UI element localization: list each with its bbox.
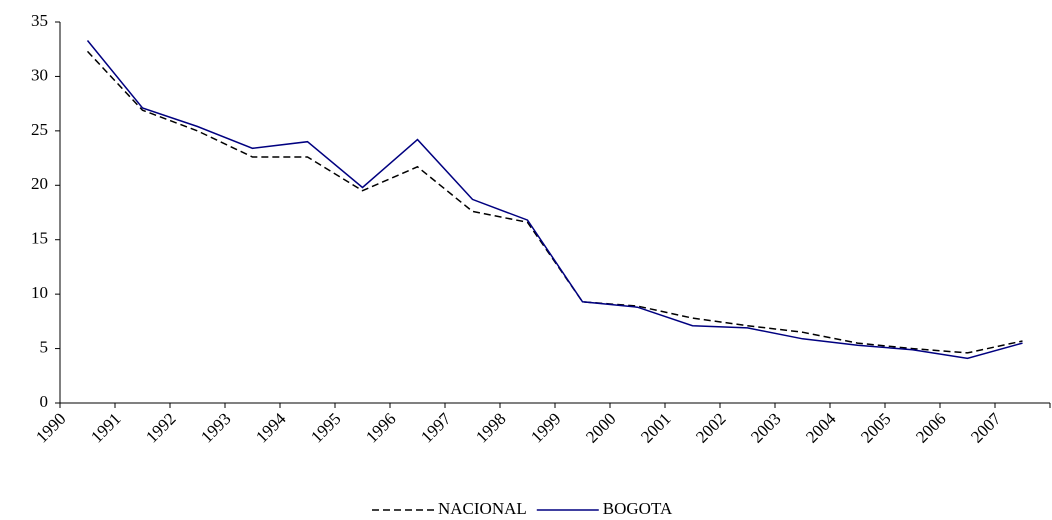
y-tick-label: 0 (40, 392, 49, 411)
y-tick-label: 25 (31, 120, 48, 139)
x-tick-label: 1998 (472, 409, 509, 446)
x-tick-label: 2006 (912, 409, 949, 446)
y-tick-label: 10 (31, 283, 48, 302)
x-tick-label: 1990 (32, 409, 69, 446)
y-tick-label: 20 (31, 174, 48, 193)
x-tick-label: 1997 (417, 409, 455, 447)
x-tick-label: 1991 (87, 409, 124, 446)
x-tick-label: 2003 (747, 409, 784, 446)
x-tick-label: 1994 (252, 409, 290, 447)
y-tick-label: 30 (31, 65, 48, 84)
series-line (86, 40, 1023, 360)
x-tick-label: 1992 (142, 409, 179, 446)
legend-label: BOGOTA (603, 499, 673, 518)
y-tick-label: 15 (31, 229, 48, 248)
x-tick-label: 1999 (527, 409, 564, 446)
y-tick-label: 35 (31, 11, 48, 30)
x-tick-label: 1995 (307, 409, 344, 446)
x-tick-label: 2002 (692, 409, 729, 446)
x-tick-label: 2001 (637, 409, 674, 446)
x-tick-label: 1993 (197, 409, 234, 446)
series-line (86, 50, 1023, 354)
x-tick-label: 2005 (857, 409, 894, 446)
x-tick-label: 2000 (582, 409, 619, 446)
y-tick-label: 5 (40, 337, 49, 356)
x-tick-label: 1996 (362, 409, 399, 446)
x-tick-label: 2007 (967, 409, 1005, 447)
legend-label: NACIONAL (438, 499, 527, 518)
x-tick-label: 2004 (802, 409, 840, 447)
